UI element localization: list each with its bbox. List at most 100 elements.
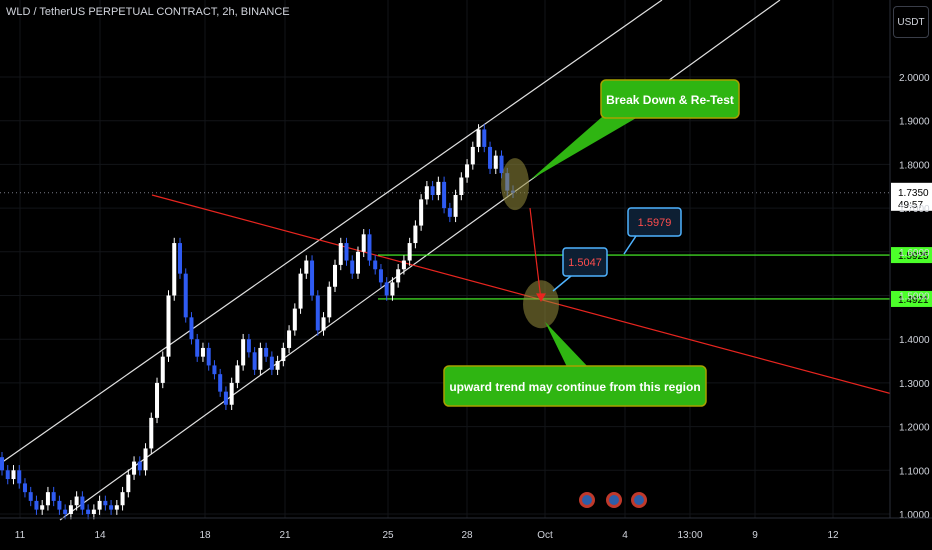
- candle-body: [447, 208, 452, 217]
- candle-body: [241, 339, 246, 366]
- time-tick-label: 14: [94, 530, 106, 541]
- price-tick-label: 1.9000: [899, 117, 930, 128]
- candle-body: [212, 365, 217, 375]
- candle-body: [86, 509, 91, 514]
- level-price-label: 1.4921: [898, 295, 929, 306]
- candle-body: [436, 181, 441, 195]
- candle-body: [155, 382, 160, 418]
- candle-body: [275, 361, 280, 370]
- time-tick-label: 21: [279, 530, 291, 541]
- candle-body: [321, 317, 326, 331]
- candle-body: [315, 295, 320, 331]
- candle-body: [264, 347, 269, 357]
- candle-body: [143, 448, 148, 471]
- price-tick-label: 1.6000: [899, 248, 930, 259]
- time-tick-label: 25: [382, 530, 394, 541]
- candle-body: [453, 194, 458, 217]
- candle-body: [80, 496, 85, 510]
- candle-body: [298, 273, 303, 309]
- candle-body: [476, 129, 481, 147]
- candle-body: [183, 273, 188, 318]
- candle-body: [465, 164, 470, 178]
- candle-body: [355, 251, 360, 274]
- callout-pointer: [545, 321, 590, 369]
- time-tick-label: 13:00: [677, 530, 702, 541]
- retest-zone-marker[interactable]: [501, 158, 529, 211]
- candle-body: [424, 186, 429, 200]
- price-tick-label: 1.1000: [899, 466, 930, 477]
- candle-body: [103, 500, 108, 506]
- descending-trendline[interactable]: [151, 194, 891, 394]
- price-tick-label: 1.0000: [899, 510, 930, 521]
- candle-body: [45, 492, 50, 506]
- flag-icon: [634, 495, 644, 505]
- channel-upper-line[interactable]: [0, 0, 663, 465]
- candle-body: [344, 243, 349, 261]
- candle-body: [246, 339, 251, 353]
- price-tick-label: 2.0000: [899, 73, 930, 84]
- candle-body: [378, 269, 383, 283]
- break-down-callout[interactable]: [600, 79, 740, 119]
- price-tick-label: 1.3000: [899, 379, 930, 390]
- support-zone-marker[interactable]: [523, 280, 559, 329]
- level-price-label: 1.5925: [898, 251, 929, 262]
- time-tick-label: 11: [15, 530, 26, 541]
- candle-body: [499, 155, 504, 174]
- resistance-line[interactable]: [151, 194, 891, 394]
- price-callout-box[interactable]: [562, 247, 608, 277]
- price-axis[interactable]: 2.0000 1.9000 1.8000 1.7000 1.6000 1.5000 1.40…: [889, 0, 930, 521]
- price-callout-pointer: [623, 235, 637, 255]
- candle-body: [34, 500, 39, 510]
- candle-body: [132, 461, 137, 475]
- candle-body: [200, 347, 205, 357]
- time-axis[interactable]: 11 14 18 21 25 28 Oct 4 13:00 9 12: [0, 517, 932, 541]
- candle-body: [287, 330, 292, 348]
- flag-icon: [609, 495, 619, 505]
- candle-body: [338, 243, 343, 265]
- time-tick-label: 12: [827, 530, 839, 541]
- callout-pointer: [530, 110, 650, 180]
- countdown-label: 49:57: [898, 200, 923, 211]
- time-tick-label: 9: [752, 530, 758, 541]
- candle-body: [269, 356, 274, 370]
- candle-body: [223, 391, 228, 405]
- candle-body: [97, 500, 102, 510]
- candle-body: [258, 347, 263, 370]
- price-callout-box[interactable]: [627, 207, 682, 237]
- candle-body: [91, 509, 96, 514]
- candle-body: [166, 295, 171, 357]
- candle-body: [407, 243, 412, 261]
- candle-body: [189, 317, 194, 340]
- candle-body: [51, 492, 56, 501]
- price-callout-label: 1.5979: [638, 217, 672, 229]
- candle-body: [482, 129, 487, 147]
- time-tick-label: Oct: [537, 530, 553, 541]
- candle-body: [413, 225, 418, 244]
- candle-body: [195, 339, 200, 357]
- currency-button[interactable]: USDT: [893, 6, 929, 38]
- candle-body: [310, 260, 315, 296]
- candle-body: [488, 146, 493, 169]
- price-tick-label: 1.5000: [899, 292, 930, 303]
- symbol-title: WLD / TetherUS PERPETUAL CONTRACT, 2h, B…: [6, 6, 290, 18]
- time-tick-label: 18: [199, 530, 211, 541]
- candle-body: [109, 505, 114, 510]
- candle-body: [137, 461, 142, 471]
- flag-icon: [582, 495, 592, 505]
- candle-body: [68, 505, 73, 514]
- candle-body: [11, 470, 16, 480]
- level-price-tag: [891, 290, 932, 307]
- candle-body: [493, 155, 498, 169]
- annotations[interactable]: Break Down & Re-Test upward trend may con…: [443, 79, 740, 508]
- candle-body: [120, 492, 125, 506]
- candle-body: [304, 260, 309, 274]
- candle-body: [470, 146, 475, 165]
- candle-body: [5, 470, 10, 480]
- last-price-label: 1.7350: [898, 188, 929, 199]
- upward-trend-callout[interactable]: [443, 365, 707, 407]
- candle-body: [28, 492, 33, 501]
- projection-arrow[interactable]: [529, 208, 542, 300]
- candle-body: [327, 286, 332, 318]
- price-tick-label: 1.8000: [899, 160, 930, 171]
